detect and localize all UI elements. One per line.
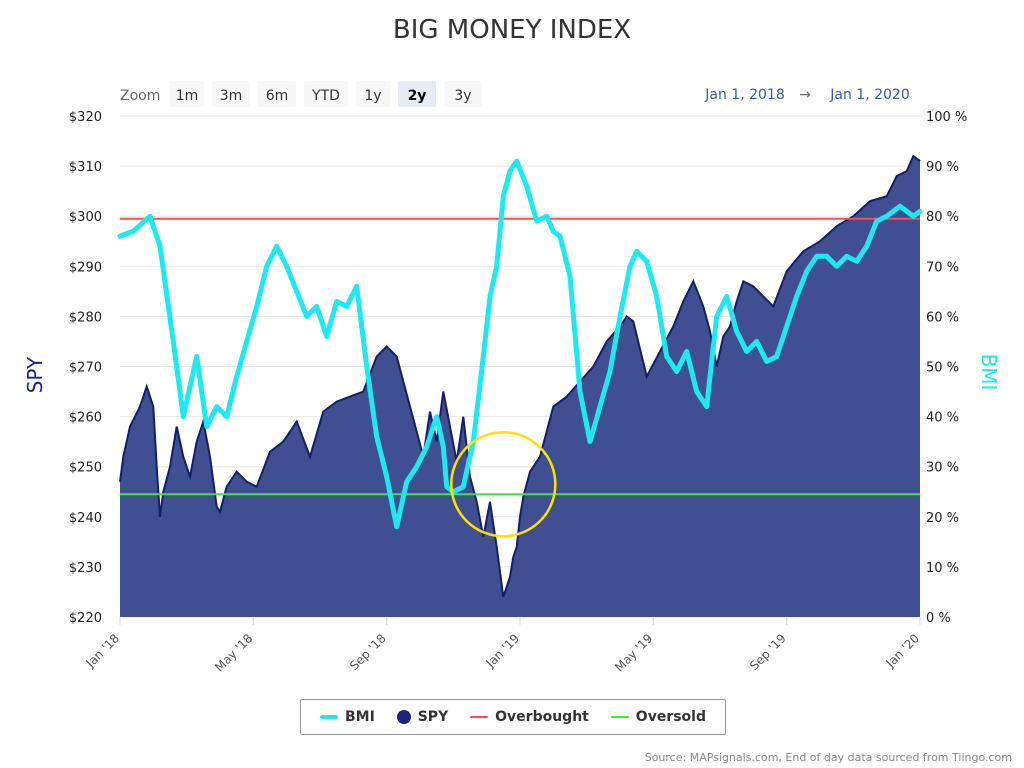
- zoom-button-label: 1y: [364, 88, 381, 104]
- bmi-swatch-icon: [319, 715, 338, 719]
- y-left-tick-label: $310: [69, 160, 102, 175]
- bmi-line: [117, 158, 923, 530]
- zoom-button-6m[interactable]: 6m: [258, 81, 296, 107]
- chart-title: BIG MONEY INDEX: [393, 15, 631, 45]
- zoom-button-label: YTD: [311, 88, 340, 104]
- x-tick-label: Sep '18: [347, 631, 389, 673]
- y-left-tick-label: $240: [69, 511, 102, 526]
- y-right-axis: 0 % 10 % 20 % 30 % 40 % 50 % 60 % 70 % 80 % 90 % 1…: [926, 110, 967, 626]
- range-to[interactable]: Jan 1, 2020: [829, 87, 909, 103]
- x-axis: Jan '18 May '18 Sep '18 Jan '19 May '19 Sep '…: [83, 617, 923, 674]
- y-right-tick-label: 0 %: [926, 611, 951, 626]
- spy-area: [120, 156, 920, 617]
- y-right-tick-label: 60 %: [926, 310, 959, 325]
- zoom-button-1m[interactable]: 1m: [170, 81, 204, 107]
- zoom-button-bg: [212, 81, 250, 107]
- legend-item-bmi[interactable]: BMI: [319, 709, 375, 725]
- legend: BMI SPY Overbought Oversold: [300, 699, 726, 735]
- y-left-tick-label: $300: [69, 210, 102, 225]
- x-tick-label: Sep '19: [747, 631, 789, 673]
- x-tick-label: May '19: [612, 631, 655, 674]
- y-right-tick-label: 80 %: [926, 210, 959, 225]
- spy-swatch-icon: [396, 710, 411, 724]
- y-right-tick-label: 100 %: [926, 110, 967, 125]
- zoom-button-3m[interactable]: 3m: [212, 81, 250, 107]
- legend-label-spy: SPY: [417, 709, 449, 725]
- y-right-tick-label: 20 %: [926, 511, 959, 526]
- zoom-button-label: 3y: [454, 88, 471, 104]
- zoom-button-label: 6m: [266, 88, 289, 104]
- date-range: Jan 1, 2018 → Jan 1, 2020: [704, 87, 909, 103]
- overbought-swatch-icon: [470, 716, 489, 718]
- zoom-button-3y[interactable]: 3y: [444, 81, 482, 107]
- annotation-circle: [450, 430, 557, 538]
- spy-line: [119, 154, 921, 598]
- y-right-tick-label: 10 %: [926, 561, 959, 576]
- y-left-tick-label: $270: [69, 361, 102, 376]
- zoom-label: Zoom: [120, 88, 160, 104]
- legend-label-bmi: BMI: [344, 709, 375, 725]
- zoom-button-label: 1m: [176, 88, 199, 104]
- zoom-buttons: 1m 3m 6m YTD 1y 2y 3y: [170, 81, 482, 107]
- y-left-tick-label: $260: [69, 411, 102, 426]
- y-right-tick-label: 90 %: [926, 160, 959, 175]
- y-left-tick-label: $290: [69, 260, 102, 275]
- y-right-tick-label: 70 %: [926, 260, 959, 275]
- x-tick-label: Jan '20: [883, 631, 923, 671]
- legend-item-overbought[interactable]: Overbought: [470, 709, 589, 725]
- zoom-button-2y[interactable]: 2y: [398, 81, 436, 107]
- x-tick-label: May '18: [212, 631, 255, 674]
- legend-label-overbought: Overbought: [495, 709, 589, 725]
- legend-item-oversold[interactable]: Oversold: [610, 709, 706, 725]
- zoom-button-1y[interactable]: 1y: [356, 81, 390, 107]
- zoom-button-bg: [170, 81, 204, 107]
- y-right-tick-label: 50 %: [926, 361, 959, 376]
- y-left-tick-label: $320: [69, 110, 102, 125]
- zoom-button-bg: [444, 81, 482, 107]
- x-tick-label: Jan '19: [483, 631, 523, 671]
- y-left-tick-label: $250: [69, 461, 102, 476]
- y-right-label: BMI: [977, 354, 1001, 391]
- zoom-button-ytd[interactable]: YTD: [304, 81, 348, 107]
- y-left-tick-label: $280: [69, 310, 102, 325]
- zoom-button-bg: [398, 81, 436, 107]
- y-left-label: SPY: [23, 356, 47, 393]
- x-tick-label: Jan '18: [83, 631, 123, 671]
- legend-label-oversold: Oversold: [635, 709, 706, 725]
- y-left-axis: $220 $230 $240 $250 $260 $270 $280 $290 $300 $310…: [69, 110, 102, 626]
- zoom-button-bg: [356, 81, 390, 107]
- range-from[interactable]: Jan 1, 2018: [704, 87, 784, 103]
- y-left-tick-label: $230: [69, 561, 102, 576]
- y-left-tick-label: $220: [69, 611, 102, 626]
- zoom-button-bg: [258, 81, 296, 107]
- y-right-tick-label: 40 %: [926, 411, 959, 426]
- source-credit: Source: MAPsignals.com, End of day data …: [644, 751, 1012, 764]
- zoom-button-label: 3m: [220, 88, 243, 104]
- y-right-tick-label: 30 %: [926, 461, 959, 476]
- zoom-button-label: 2y: [408, 88, 427, 104]
- legend-item-spy[interactable]: SPY: [396, 709, 449, 725]
- oversold-swatch-icon: [610, 716, 629, 718]
- zoom-button-bg: [304, 81, 348, 107]
- range-arrow: →: [799, 87, 811, 103]
